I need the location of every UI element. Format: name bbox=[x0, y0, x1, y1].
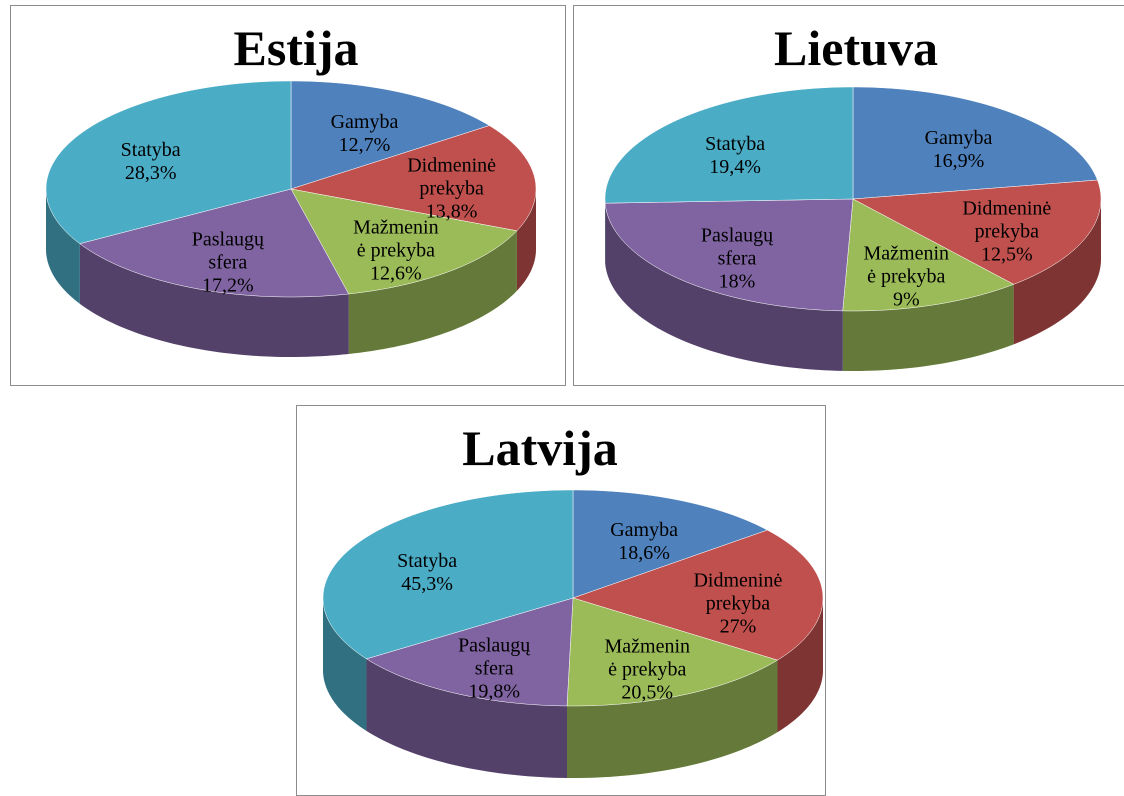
data-label: Mažmeninė prekyba 12,6% bbox=[350, 217, 442, 286]
wall-shade bbox=[1013, 199, 1101, 345]
wall-shade bbox=[777, 598, 823, 733]
label-value: 9% bbox=[892, 288, 920, 311]
data-label: Paslaugų sfera 17,2% bbox=[182, 228, 274, 297]
chart-title: Estija bbox=[233, 20, 359, 76]
wall-shade bbox=[348, 230, 517, 354]
label-value: 12,6% bbox=[370, 262, 422, 285]
label-category: Paslaugų sfera bbox=[458, 634, 531, 680]
pie-wall bbox=[842, 284, 1014, 371]
data-label: Statyba 45,3% bbox=[381, 550, 473, 596]
label-category: Paslaugų sfera bbox=[700, 224, 774, 270]
label-category: Didmeninė prekyba bbox=[962, 197, 1052, 243]
pie-slice bbox=[45, 80, 292, 244]
label-value: 18,6% bbox=[618, 541, 670, 564]
pie-slice bbox=[572, 489, 769, 599]
wall-shade bbox=[323, 598, 367, 731]
pie-slice bbox=[852, 179, 1102, 285]
label-value: 16,9% bbox=[932, 150, 985, 173]
label-value: 12,5% bbox=[981, 243, 1033, 266]
wall-shade bbox=[516, 189, 536, 291]
label-value: 19,4% bbox=[709, 155, 761, 178]
chart-panel: Estija Gamyba 12,7% Didmeninė prekyba 13,8% M… bbox=[10, 5, 566, 386]
data-label: Didmeninė prekyba 12,5% bbox=[961, 198, 1053, 267]
chart-panel: Latvija Gamyba 18,6% Didmeninė prekyba 27% Ma… bbox=[296, 405, 826, 796]
data-label: Gamyba 16,9% bbox=[912, 127, 1004, 173]
pie-slice bbox=[842, 198, 1015, 312]
pie-wall bbox=[605, 203, 843, 371]
label-category: Didmeninė prekyba bbox=[693, 569, 783, 615]
label-value: 13,8% bbox=[425, 200, 478, 223]
chart-title: Latvija bbox=[462, 420, 618, 476]
data-label: Statyba 28,3% bbox=[105, 139, 197, 185]
wall-shade bbox=[46, 189, 80, 304]
chart-title: Lietuva bbox=[774, 20, 938, 76]
wall-shade bbox=[842, 284, 1014, 371]
label-category: Statyba bbox=[120, 138, 181, 161]
wall-shade bbox=[567, 660, 778, 778]
data-label: Paslaugų sfera 18% bbox=[691, 225, 783, 294]
label-category: Statyba bbox=[397, 549, 458, 572]
pie-wall bbox=[567, 660, 778, 778]
label-category: Gamyba bbox=[924, 127, 993, 150]
pie-slice bbox=[290, 125, 537, 232]
label-category: Statyba bbox=[705, 132, 766, 155]
wall-shade bbox=[366, 658, 568, 778]
label-category: Mažmeninė prekyba bbox=[353, 216, 439, 262]
label-value: 45,3% bbox=[401, 572, 453, 595]
label-category: Gamyba bbox=[330, 110, 399, 133]
data-label: Didmeninė prekyba 27% bbox=[692, 569, 784, 638]
label-category: Mažmeninė prekyba bbox=[604, 635, 691, 681]
pie-slice bbox=[290, 80, 490, 190]
data-label: Gamyba 12,7% bbox=[318, 111, 410, 157]
data-label: Didmeninė prekyba 13,8% bbox=[406, 154, 498, 223]
pie-wall bbox=[79, 243, 349, 357]
pie-wall bbox=[516, 189, 536, 291]
label-value: 27% bbox=[719, 615, 757, 638]
label-value: 28,3% bbox=[124, 161, 177, 184]
pie-slice bbox=[322, 489, 574, 660]
pie-chart bbox=[322, 489, 824, 778]
pie-slice bbox=[365, 597, 574, 707]
label-value: 17,2% bbox=[202, 274, 254, 297]
label-category: Mažmeninė prekyba bbox=[863, 242, 950, 288]
pie-wall bbox=[348, 230, 517, 354]
label-category: Gamyba bbox=[610, 518, 678, 541]
data-label: Gamyba 18,6% bbox=[598, 519, 690, 565]
label-value: 19,8% bbox=[468, 680, 520, 703]
chart-panel: Lietuva Gamyba 16,9% Didmeninė prekyba 12,5%… bbox=[573, 5, 1124, 386]
label-value: 12,7% bbox=[338, 133, 391, 156]
label-value: 20,5% bbox=[621, 681, 674, 704]
pie-slice bbox=[79, 188, 350, 298]
data-label: Paslaugų sfera 19,8% bbox=[448, 634, 540, 703]
pie-slice bbox=[290, 188, 518, 295]
data-label: Statyba 19,4% bbox=[689, 133, 781, 179]
wall-shade bbox=[605, 203, 843, 371]
data-label: Mažmeninė prekyba 20,5% bbox=[601, 635, 693, 704]
data-label: Mažmeninė prekyba 9% bbox=[860, 242, 952, 311]
pie-wall bbox=[366, 658, 568, 778]
pie-wall bbox=[46, 189, 80, 304]
pie-slice bbox=[566, 597, 779, 707]
pie-wall bbox=[777, 598, 823, 733]
pie-slice bbox=[604, 86, 854, 204]
pie-wall bbox=[323, 598, 367, 731]
pie-chart bbox=[45, 80, 537, 357]
label-value: 18% bbox=[718, 270, 756, 293]
pie-slice bbox=[604, 198, 854, 312]
pie-chart bbox=[604, 86, 1102, 371]
label-category: Paslaugų sfera bbox=[191, 228, 264, 274]
pie-wall bbox=[1013, 199, 1101, 345]
pie-slice bbox=[572, 529, 824, 661]
pie-slice bbox=[852, 86, 1098, 200]
label-category: Didmeninė prekyba bbox=[407, 154, 497, 200]
wall-shade bbox=[79, 243, 349, 357]
